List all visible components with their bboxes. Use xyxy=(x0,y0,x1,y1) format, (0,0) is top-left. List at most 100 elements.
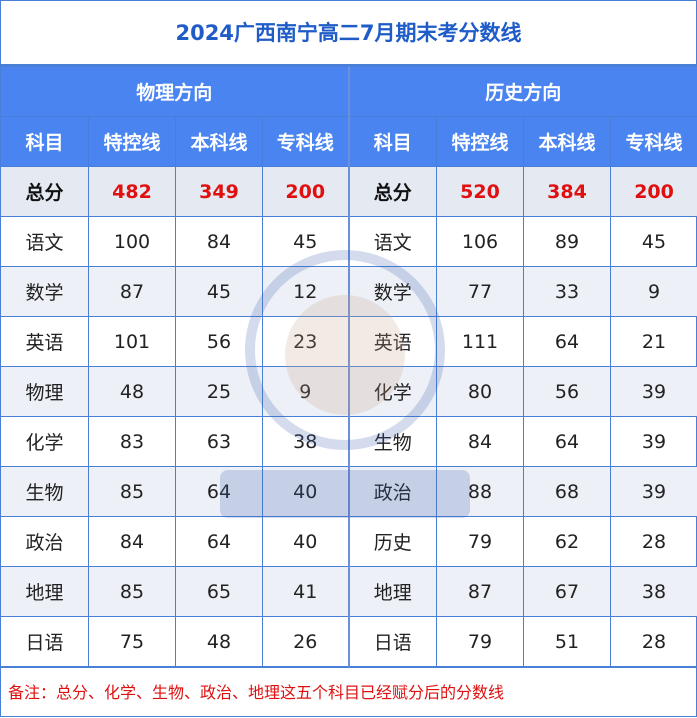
score-cell: 25 xyxy=(176,367,263,417)
subject-cell: 日语 xyxy=(1,617,89,667)
score-cell: 28 xyxy=(611,617,697,667)
score-cell: 39 xyxy=(611,467,697,517)
score-cell: 87 xyxy=(89,267,176,317)
score-cell: 39 xyxy=(611,367,697,417)
score-cell: 67 xyxy=(524,567,611,617)
score-cell: 40 xyxy=(263,467,349,517)
subject-cell: 化学 xyxy=(1,417,89,467)
score-cell: 38 xyxy=(263,417,349,467)
score-cell: 56 xyxy=(524,367,611,417)
score-cell: 100 xyxy=(89,217,176,267)
score-cell: 12 xyxy=(263,267,349,317)
subject-cell: 数学 xyxy=(349,267,437,317)
score-cell: 33 xyxy=(524,267,611,317)
subject-cell: 生物 xyxy=(349,417,437,467)
score-cell: 84 xyxy=(176,217,263,267)
score-cell: 384 xyxy=(524,167,611,217)
score-cell: 45 xyxy=(611,217,697,267)
score-cell: 88 xyxy=(437,467,524,517)
score-cell: 9 xyxy=(611,267,697,317)
score-cell: 63 xyxy=(176,417,263,467)
score-cell: 64 xyxy=(176,467,263,517)
score-cell: 9 xyxy=(263,367,349,417)
score-cell: 38 xyxy=(611,567,697,617)
score-cell: 77 xyxy=(437,267,524,317)
score-cell: 87 xyxy=(437,567,524,617)
column-header: 本科线 xyxy=(176,117,263,167)
column-header: 科目 xyxy=(349,117,437,167)
score-cell: 85 xyxy=(89,567,176,617)
column-header: 科目 xyxy=(1,117,89,167)
score-cell: 349 xyxy=(176,167,263,217)
score-cell: 75 xyxy=(89,617,176,667)
score-cell: 111 xyxy=(437,317,524,367)
subject-cell: 数学 xyxy=(1,267,89,317)
page-title: 2024广西南宁高二7月期末考分数线 xyxy=(0,0,697,66)
subject-cell: 总分 xyxy=(349,167,437,217)
subject-cell: 地理 xyxy=(1,567,89,617)
score-cell: 200 xyxy=(263,167,349,217)
score-cell: 28 xyxy=(611,517,697,567)
score-cell: 84 xyxy=(89,517,176,567)
score-cell: 64 xyxy=(176,517,263,567)
score-cell: 41 xyxy=(263,567,349,617)
column-header: 专科线 xyxy=(263,117,349,167)
column-header: 特控线 xyxy=(89,117,176,167)
footnote: 备注：总分、化学、生物、政治、地理这五个科目已经赋分后的分数线 xyxy=(0,667,697,717)
score-cell: 48 xyxy=(89,367,176,417)
group-header-physics: 物理方向 xyxy=(1,67,349,117)
score-cell: 26 xyxy=(263,617,349,667)
score-cell: 45 xyxy=(176,267,263,317)
score-cell: 79 xyxy=(437,517,524,567)
score-cell: 89 xyxy=(524,217,611,267)
score-table: 物理方向 历史方向 科目 特控线 本科线 专科线 科目 特控线 本科线 专科线 … xyxy=(0,66,697,667)
subject-cell: 政治 xyxy=(1,517,89,567)
score-cell: 85 xyxy=(89,467,176,517)
score-cell: 68 xyxy=(524,467,611,517)
subject-cell: 英语 xyxy=(349,317,437,367)
column-header: 特控线 xyxy=(437,117,524,167)
subject-cell: 政治 xyxy=(349,467,437,517)
subject-cell: 英语 xyxy=(1,317,89,367)
score-cell: 106 xyxy=(437,217,524,267)
score-cell: 79 xyxy=(437,617,524,667)
subject-cell: 地理 xyxy=(349,567,437,617)
subject-cell: 日语 xyxy=(349,617,437,667)
score-cell: 23 xyxy=(263,317,349,367)
subject-cell: 总分 xyxy=(1,167,89,217)
subject-cell: 语文 xyxy=(349,217,437,267)
score-cell: 21 xyxy=(611,317,697,367)
column-header: 专科线 xyxy=(611,117,697,167)
score-cell: 64 xyxy=(524,317,611,367)
score-cell: 45 xyxy=(263,217,349,267)
subject-cell: 化学 xyxy=(349,367,437,417)
subject-cell: 语文 xyxy=(1,217,89,267)
group-header-history: 历史方向 xyxy=(349,67,697,117)
score-cell: 200 xyxy=(611,167,697,217)
score-cell: 83 xyxy=(89,417,176,467)
score-cell: 51 xyxy=(524,617,611,667)
score-cell: 39 xyxy=(611,417,697,467)
score-cell: 48 xyxy=(176,617,263,667)
score-cell: 482 xyxy=(89,167,176,217)
score-cell: 80 xyxy=(437,367,524,417)
subject-cell: 历史 xyxy=(349,517,437,567)
score-cell: 64 xyxy=(524,417,611,467)
score-cell: 62 xyxy=(524,517,611,567)
subject-cell: 物理 xyxy=(1,367,89,417)
subject-cell: 生物 xyxy=(1,467,89,517)
score-cell: 101 xyxy=(89,317,176,367)
score-cell: 84 xyxy=(437,417,524,467)
score-cell: 56 xyxy=(176,317,263,367)
score-cell: 40 xyxy=(263,517,349,567)
